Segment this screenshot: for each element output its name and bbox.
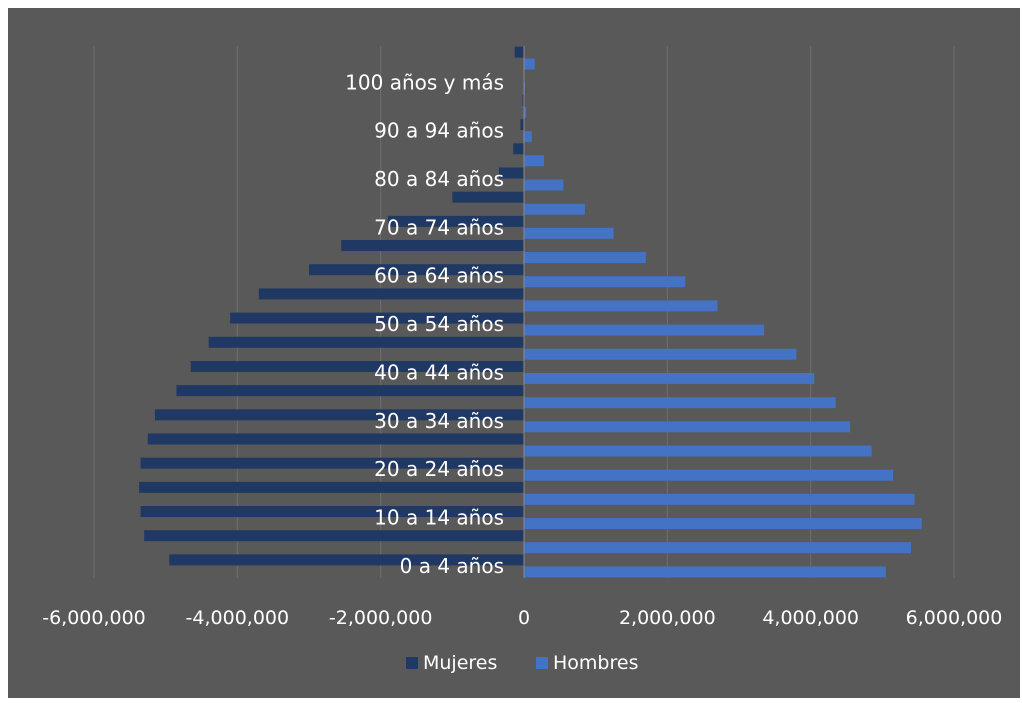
bar-hombres (524, 276, 686, 288)
bar-mujeres (176, 385, 524, 397)
bar-hombres (524, 203, 585, 215)
x-tick-label: 6,000,000 (906, 607, 1003, 629)
legend-label: Hombres (553, 652, 638, 674)
bar-hombres (524, 106, 527, 118)
bar-hombres (524, 372, 815, 384)
bar-mujeres (190, 360, 524, 372)
chart-area: 0 a 4 años 10 a 14 años 20 a 24 años 30 a 3… (8, 8, 1020, 698)
bar-mujeres (522, 94, 524, 106)
legend: Mujeres Hombres (406, 652, 638, 674)
gridlines (93, 46, 955, 578)
category-label: 30 a 34 años (374, 409, 504, 433)
bar-mujeres (514, 46, 524, 58)
bar-mujeres (140, 457, 525, 469)
x-tick-label: 4,000,000 (762, 607, 859, 629)
category-label: 50 a 54 años (374, 312, 504, 336)
bar-mujeres (452, 191, 524, 203)
bar-mujeres (154, 409, 524, 421)
bar-mujeres (169, 554, 524, 566)
bar-hombres (524, 131, 532, 143)
bar-hombres (524, 542, 911, 554)
bar-hombres (524, 179, 564, 191)
bar-hombres (524, 58, 535, 70)
x-tick-label: 0 (518, 607, 530, 629)
bar-hombres (524, 469, 894, 481)
bar-mujeres (139, 481, 524, 493)
bars (139, 46, 922, 578)
x-tick-label: -6,000,000 (42, 607, 146, 629)
category-label: 70 a 74 años (374, 215, 504, 239)
bar-mujeres (208, 336, 524, 348)
legend-swatch (406, 657, 418, 669)
bar-hombres (524, 324, 765, 336)
category-label: 0 a 4 años (400, 554, 504, 578)
bar-hombres (524, 518, 922, 530)
bar-mujeres (498, 167, 524, 179)
category-labels: 0 a 4 años 10 a 14 años 20 a 24 años 30 a 3… (345, 70, 504, 578)
bar-hombres (524, 252, 646, 264)
bar-mujeres (147, 433, 524, 445)
x-tick-label: -4,000,000 (186, 607, 290, 629)
population-pyramid-chart: 0 a 4 años 10 a 14 años 20 a 24 años 30 a 3… (42, 46, 1002, 674)
legend-swatch (536, 657, 548, 669)
bar-hombres (524, 445, 872, 457)
x-tick-label: -2,000,000 (329, 607, 433, 629)
bar-mujeres (513, 143, 524, 155)
bar-hombres (524, 493, 915, 505)
bar-hombres (524, 348, 797, 360)
category-label: 80 a 84 años (374, 167, 504, 191)
category-label: 40 a 44 años (374, 360, 504, 384)
bar-mujeres (387, 215, 524, 227)
x-tick-label: 2,000,000 (619, 607, 716, 629)
bar-hombres (524, 397, 836, 409)
category-label: 60 a 64 años (374, 264, 504, 288)
category-label: 90 a 94 años (374, 119, 504, 143)
legend-label: Mujeres (423, 652, 497, 674)
bar-mujeres (341, 240, 524, 252)
bar-hombres (524, 421, 851, 433)
bar-mujeres (230, 312, 524, 324)
bar-hombres (524, 300, 718, 312)
bar-hombres (524, 227, 614, 239)
category-label: 20 a 24 años (374, 457, 504, 481)
x-tick-labels: -6,000,000 -4,000,000 -2,000,000 0 2,000,000… (42, 607, 1002, 629)
bar-mujeres (520, 119, 524, 131)
bar-mujeres (144, 530, 524, 542)
category-label: 100 años y más (345, 70, 504, 94)
bar-mujeres (258, 288, 524, 300)
bar-hombres (524, 155, 545, 167)
bar-mujeres (309, 264, 524, 276)
category-label: 10 a 14 años (374, 506, 504, 530)
bar-hombres (524, 566, 886, 578)
bar-mujeres (140, 506, 525, 518)
